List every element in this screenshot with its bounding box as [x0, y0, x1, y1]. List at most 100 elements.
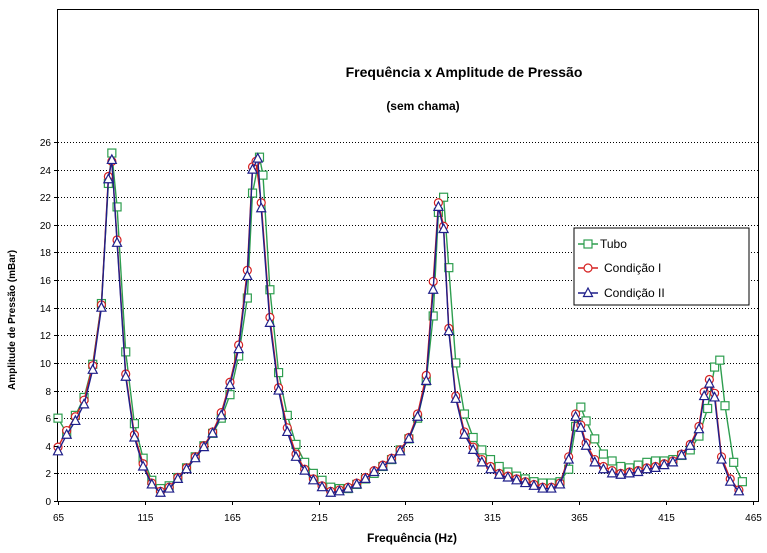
- data-point: [69, 414, 81, 426]
- y-tick-label: 4: [45, 442, 51, 453]
- data-point: [598, 449, 609, 459]
- legend-box: [573, 227, 750, 306]
- data-point: [189, 451, 201, 463]
- data-point: [709, 362, 720, 372]
- data-point: [563, 453, 575, 464]
- data-point: [281, 425, 293, 437]
- data-point: [412, 410, 424, 421]
- data-point: [265, 285, 275, 295]
- data-point: [258, 170, 268, 180]
- x-tick-label: 215: [311, 513, 328, 524]
- y-tick-label: 24: [40, 166, 52, 177]
- data-point: [377, 460, 389, 471]
- data-point: [111, 236, 123, 247]
- data-point: [580, 439, 592, 450]
- data-point: [459, 409, 470, 419]
- data-point: [720, 401, 730, 411]
- y-tick-label: 18: [40, 248, 52, 259]
- data-point: [623, 467, 635, 478]
- data-point: [477, 445, 487, 455]
- data-point: [428, 311, 438, 321]
- legend-label: Tubo: [600, 237, 627, 251]
- x-tick-label: 415: [658, 513, 675, 524]
- data-point: [215, 409, 227, 420]
- y-tick-label: 14: [40, 304, 52, 315]
- data-point: [163, 482, 175, 493]
- data-point: [252, 152, 264, 163]
- legend-label: Condição I: [604, 261, 661, 275]
- data-point: [476, 456, 488, 467]
- data-point: [420, 374, 432, 385]
- data-point: [667, 456, 679, 467]
- data-point: [273, 384, 285, 395]
- data-point: [427, 283, 439, 294]
- data-point: [511, 474, 523, 485]
- data-point: [87, 363, 99, 374]
- data-point: [443, 324, 455, 336]
- x-tick-label: 65: [53, 513, 65, 524]
- data-point: [545, 482, 557, 493]
- legend: Tubo Condição I Condição II: [573, 227, 750, 306]
- y-tick-label: 10: [40, 359, 52, 370]
- series-group: [52, 148, 747, 497]
- y-tick-label: 12: [40, 331, 52, 342]
- data-point: [650, 461, 662, 472]
- x-tick-label: 315: [484, 513, 501, 524]
- chart-title: Frequência x Amplitude de Pressão: [346, 64, 583, 80]
- data-point: [181, 462, 193, 474]
- data-point: [597, 462, 609, 474]
- data-point: [528, 479, 540, 490]
- y-tick-label: 22: [40, 193, 52, 204]
- legend-marker-triangle: [582, 286, 594, 298]
- data-point: [198, 440, 210, 452]
- data-point: [242, 293, 252, 303]
- x-axis-label: Frequência (Hz): [367, 531, 457, 545]
- legend-marker-circle: [583, 263, 593, 273]
- y-tick-label: 6: [45, 414, 51, 425]
- data-point: [241, 269, 253, 281]
- data-point: [247, 163, 259, 174]
- y-tick-label: 2: [45, 469, 51, 480]
- data-point: [128, 431, 140, 442]
- data-point: [468, 432, 478, 443]
- legend-label: Condição II: [604, 286, 665, 300]
- data-point: [729, 457, 739, 467]
- data-point: [724, 475, 736, 486]
- data-point: [120, 370, 132, 381]
- data-point: [444, 263, 454, 273]
- data-point: [264, 316, 276, 327]
- y-tick-label: 16: [40, 276, 52, 287]
- data-point: [333, 485, 345, 496]
- data-point: [273, 367, 284, 378]
- data-point: [502, 471, 514, 482]
- y-tick-label: 8: [45, 387, 51, 398]
- data-point: [615, 468, 627, 479]
- data-point: [693, 422, 705, 434]
- data-point: [432, 200, 444, 211]
- data-point: [698, 389, 710, 401]
- data-point: [154, 486, 166, 497]
- data-point: [589, 456, 601, 467]
- y-axis-label: Amplitude de Pressão (mBar): [7, 250, 18, 390]
- data-point: [386, 453, 397, 464]
- series-triangle: [52, 152, 745, 497]
- data-point: [394, 445, 406, 456]
- x-tick-label: 115: [138, 513, 154, 524]
- x-tick-label: 365: [571, 513, 588, 524]
- data-point: [207, 427, 219, 438]
- data-point: [641, 462, 653, 474]
- data-point: [52, 445, 64, 456]
- data-point: [342, 482, 354, 493]
- data-point: [368, 465, 380, 477]
- data-point: [172, 472, 184, 484]
- data-point: [467, 443, 479, 455]
- data-point: [290, 450, 302, 461]
- data-point: [359, 472, 371, 484]
- x-tick-label: 265: [397, 513, 414, 524]
- data-point: [703, 403, 713, 414]
- data-point: [676, 449, 688, 460]
- data-point: [632, 465, 644, 477]
- data-point: [299, 464, 311, 475]
- data-point: [439, 192, 449, 202]
